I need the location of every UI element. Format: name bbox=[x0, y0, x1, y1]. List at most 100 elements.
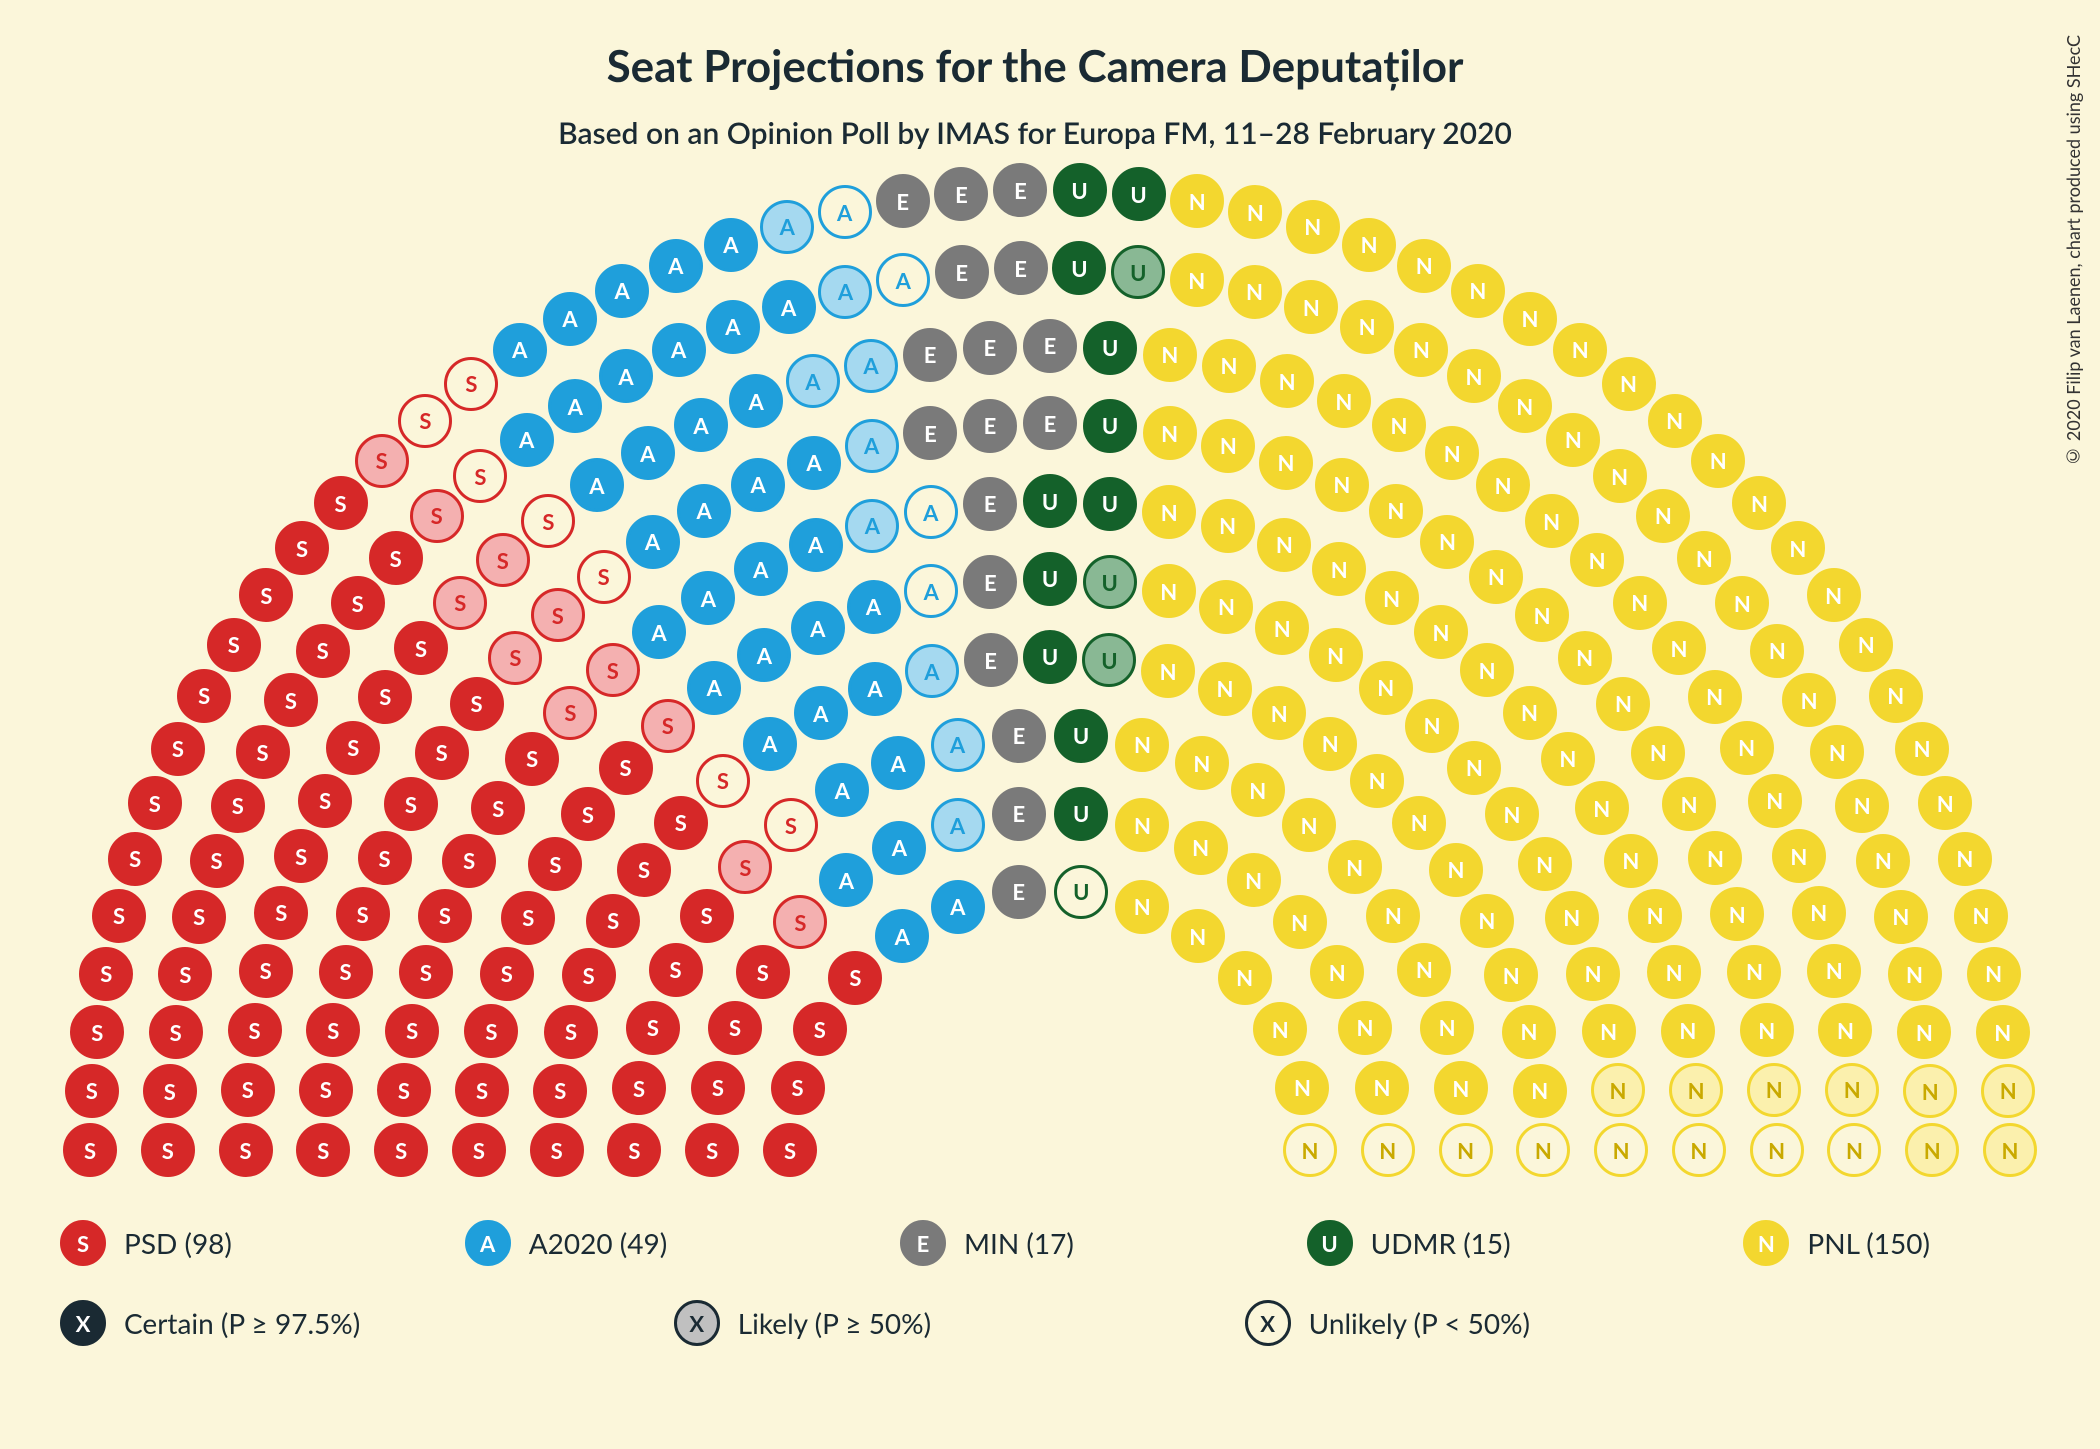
seat: N bbox=[1938, 832, 1992, 886]
seat: S bbox=[177, 669, 231, 723]
seat: S bbox=[264, 673, 318, 727]
seat: E bbox=[963, 321, 1017, 375]
seat: A bbox=[848, 662, 902, 716]
chart-title: Seat Projections for the Camera Deputați… bbox=[0, 40, 2070, 92]
legend-probability-swatch: X bbox=[60, 1300, 106, 1346]
seat: N bbox=[1591, 1063, 1645, 1117]
seat: N bbox=[1115, 718, 1169, 772]
seat: S bbox=[617, 843, 671, 897]
seat: N bbox=[1905, 1123, 1959, 1177]
seat: S bbox=[533, 1064, 587, 1118]
seat: A bbox=[652, 323, 706, 377]
seat: S bbox=[450, 677, 504, 731]
seat: N bbox=[1218, 951, 1272, 1005]
seat: E bbox=[903, 406, 957, 460]
seat: S bbox=[394, 621, 448, 675]
seat: N bbox=[1420, 515, 1474, 569]
seat: N bbox=[1502, 1005, 1556, 1059]
seat: N bbox=[1895, 722, 1949, 776]
legend-party-item: AA2020 (49) bbox=[465, 1220, 668, 1266]
seat: S bbox=[70, 1005, 124, 1059]
legend-parties: SPSD (98)AA2020 (49)EMIN (17)UUDMR (15)N… bbox=[50, 1220, 2050, 1266]
seat: A bbox=[734, 542, 788, 596]
seat: N bbox=[1498, 379, 1552, 433]
seat: S bbox=[718, 840, 772, 894]
legend-party-item: UUDMR (15) bbox=[1307, 1220, 1511, 1266]
seat: N bbox=[1201, 499, 1255, 553]
seat: S bbox=[336, 887, 390, 941]
seat: E bbox=[876, 174, 930, 228]
seat: E bbox=[1023, 396, 1077, 450]
seat: N bbox=[1669, 1063, 1723, 1117]
seat: N bbox=[1350, 754, 1404, 808]
seat: S bbox=[773, 895, 827, 949]
seat: N bbox=[1720, 721, 1774, 775]
seat: N bbox=[1661, 1004, 1715, 1058]
seat: S bbox=[680, 889, 734, 943]
seat: S bbox=[143, 1064, 197, 1118]
seat: N bbox=[1425, 426, 1479, 480]
seat: N bbox=[1558, 631, 1612, 685]
seat: U bbox=[1023, 474, 1077, 528]
seat: N bbox=[1672, 1123, 1726, 1177]
seat: N bbox=[1228, 265, 1282, 319]
seat: S bbox=[452, 1123, 506, 1177]
seat: S bbox=[418, 889, 472, 943]
seat: N bbox=[1429, 843, 1483, 897]
seat: S bbox=[190, 834, 244, 888]
seat: S bbox=[793, 1002, 847, 1056]
seat: S bbox=[239, 568, 293, 622]
seat: N bbox=[1451, 264, 1505, 318]
seat: S bbox=[607, 1123, 661, 1177]
seat: N bbox=[1546, 413, 1600, 467]
seat: N bbox=[1575, 781, 1629, 835]
legend-party-item: NPNL (150) bbox=[1743, 1220, 1930, 1266]
seat: N bbox=[1273, 895, 1327, 949]
seat: N bbox=[1566, 947, 1620, 1001]
seat: A bbox=[595, 264, 649, 318]
seat: U bbox=[1083, 399, 1137, 453]
seat: N bbox=[1903, 1064, 1957, 1118]
seat: S bbox=[385, 1004, 439, 1058]
seat: S bbox=[708, 1001, 762, 1055]
seat: S bbox=[599, 741, 653, 795]
seat: U bbox=[1083, 321, 1137, 375]
seat: N bbox=[1631, 726, 1685, 780]
seat: S bbox=[398, 394, 452, 448]
seat: S bbox=[444, 357, 498, 411]
seat: N bbox=[1202, 339, 1256, 393]
seat: A bbox=[844, 339, 898, 393]
seat: N bbox=[1312, 542, 1366, 596]
seat: N bbox=[1553, 323, 1607, 377]
seat: S bbox=[480, 947, 534, 1001]
seat: S bbox=[531, 588, 585, 642]
seat: N bbox=[1715, 576, 1769, 630]
seat: A bbox=[674, 398, 728, 452]
legend-party-item: EMIN (17) bbox=[900, 1220, 1074, 1266]
seat: S bbox=[219, 1123, 273, 1177]
seat: N bbox=[1260, 354, 1314, 408]
seat: S bbox=[158, 947, 212, 1001]
chart-subtitle: Based on an Opinion Poll by IMAS for Eur… bbox=[0, 115, 2070, 151]
seat: A bbox=[871, 736, 925, 790]
seat: S bbox=[501, 891, 555, 945]
seat: E bbox=[993, 163, 1047, 217]
seat: S bbox=[415, 726, 469, 780]
seat: A bbox=[677, 484, 731, 538]
seat: A bbox=[706, 300, 760, 354]
seat: N bbox=[1397, 239, 1451, 293]
seat: N bbox=[1255, 601, 1309, 655]
seat: S bbox=[296, 624, 350, 678]
legend-probability-label: Likely (P ≥ 50%) bbox=[738, 1306, 931, 1340]
seat: S bbox=[377, 1063, 431, 1117]
seat: N bbox=[1825, 1063, 1879, 1117]
seat: S bbox=[254, 886, 308, 940]
seat: N bbox=[1282, 798, 1336, 852]
seat: A bbox=[786, 354, 840, 408]
seat: N bbox=[1596, 677, 1650, 731]
seat: A bbox=[649, 239, 703, 293]
seat: N bbox=[1259, 436, 1313, 490]
seat: N bbox=[1228, 185, 1282, 239]
seat: U bbox=[1112, 167, 1166, 221]
seat: S bbox=[211, 779, 265, 833]
